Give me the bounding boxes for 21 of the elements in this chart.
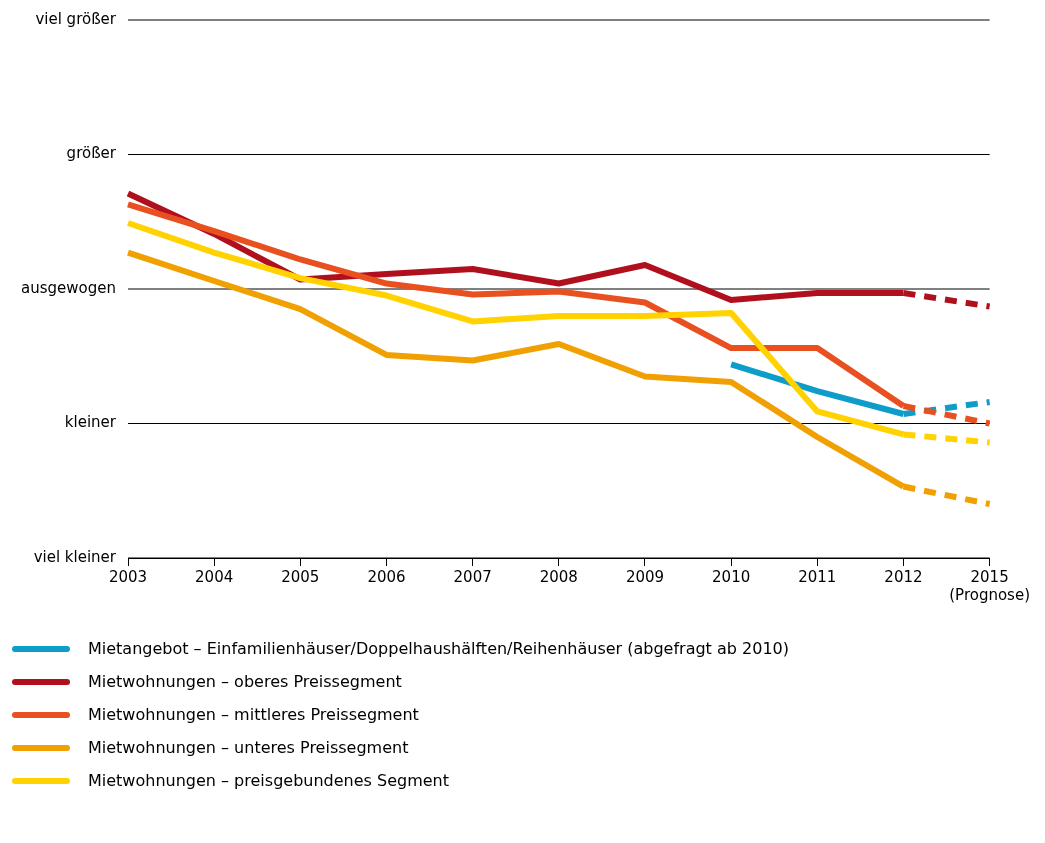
x-tick-label: 2015 (Prognose) [949,567,1030,604]
x-tick-label: 2003 [108,567,148,586]
x-tick-label: 2012 [884,567,923,586]
ref-line-label: viel größer [35,9,117,28]
x-tick-label: 2008 [539,567,578,586]
x-tick-label: 2011 [798,567,837,586]
ref-line-label: ausgewogen [21,278,116,297]
x-tick-label: 2007 [453,567,492,586]
ref-line-label: viel kleiner [33,547,117,566]
legend-label: Mietwohnungen – mittleres Preissegment [88,705,419,724]
x-tick-label: 2005 [281,567,320,586]
x-tick-label: 2009 [625,567,665,586]
legend-label: Mietwohnungen – unteres Preissegment [88,738,409,757]
ref-line-label: kleiner [64,413,117,432]
legend-label: Mietangebot – Einfamilienhäuser/Doppelhaushälften/Reihenhäuser (abgefragt ab 2010) [88,639,789,658]
x-tick-label: 2010 [712,567,751,586]
x-tick-label: 2006 [367,567,406,586]
legend-label: Mietwohnungen – oberes Preissegment [88,672,402,691]
x-tick-label: 2004 [195,567,234,586]
ref-line-label: größer [66,144,117,163]
legend-label: Mietwohnungen – preisgebundenes Segment [88,771,449,790]
